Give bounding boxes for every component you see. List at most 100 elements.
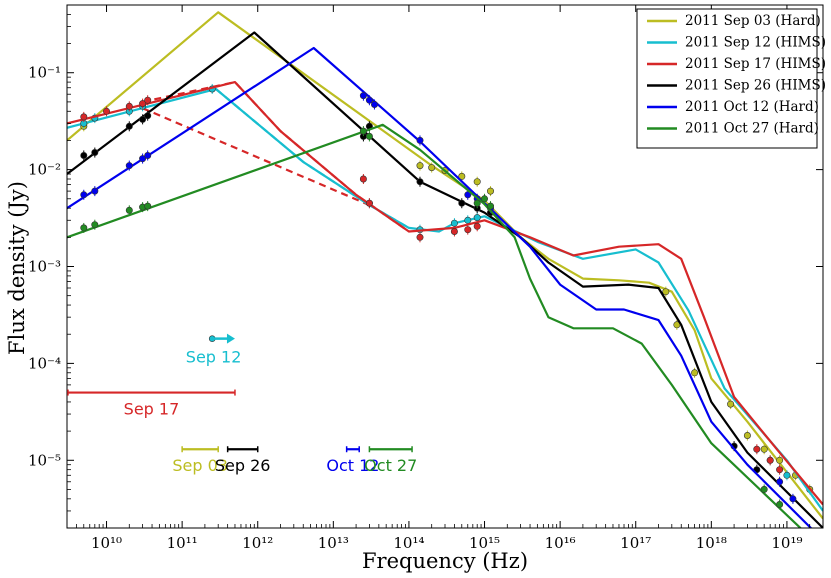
legend-label-2011-oct-12-hard: 2011 Oct 12 (Hard) bbox=[685, 99, 819, 115]
data-point-2011-oct-12-hard-9 bbox=[464, 191, 472, 199]
annotation-label-sep-12: Sep 12 bbox=[186, 348, 242, 367]
y-tick-label-3: 10⁻² bbox=[28, 161, 61, 179]
data-point-2011-oct-27-hard-11 bbox=[776, 500, 784, 508]
legend-label-2011-oct-27-hard: 2011 Oct 27 (Hard) bbox=[685, 121, 819, 137]
data-point-2011-sep-03-hard-12 bbox=[760, 445, 768, 453]
x-tick-label-7: 10¹⁷ bbox=[620, 534, 651, 552]
x-tick-label-4: 10¹⁴ bbox=[393, 534, 424, 552]
data-point-2011-sep-26-hims-0 bbox=[80, 152, 88, 160]
data-point-2011-sep-17-hims-10 bbox=[473, 222, 481, 230]
data-point-2011-sep-17-hims-1 bbox=[103, 107, 111, 115]
plot-area bbox=[67, 11, 823, 528]
data-point-2011-oct-12-hard-3 bbox=[139, 155, 147, 163]
data-point-2011-oct-12-hard-8 bbox=[416, 136, 424, 144]
data-point-2011-sep-17-hims-13 bbox=[776, 466, 784, 474]
x-tick-label-6: 10¹⁶ bbox=[545, 534, 576, 552]
legend-label-2011-sep-26-hims: 2011 Sep 26 (HIMS) bbox=[685, 78, 826, 94]
data-point-2011-sep-17-hims-6 bbox=[365, 199, 373, 207]
x-tick-label-3: 10¹³ bbox=[318, 534, 349, 552]
series-line-2011-sep-17-hims bbox=[67, 80, 823, 506]
data-point-2011-sep-03-hard-2 bbox=[428, 164, 436, 172]
data-point-2011-oct-12-hard-5 bbox=[359, 92, 367, 100]
x-tick-label-8: 10¹⁸ bbox=[696, 534, 727, 552]
legend-label-2011-sep-17-hims: 2011 Sep 17 (HIMS) bbox=[685, 56, 826, 72]
data-point-2011-sep-17-hims-9 bbox=[464, 226, 472, 234]
y-axis-label: Flux density (Jy) bbox=[5, 181, 29, 355]
data-point-2011-oct-27-hard-5 bbox=[359, 127, 367, 135]
data-point-2011-oct-12-hard-6 bbox=[365, 96, 373, 104]
series-line-2011-oct-27-hard bbox=[67, 123, 803, 528]
dashed-extrapolation-2011-sep-17-hims-2 bbox=[142, 107, 370, 207]
data-point-2011-sep-12-hims-11 bbox=[783, 471, 791, 479]
data-point-2011-sep-03-hard-5 bbox=[473, 178, 481, 186]
data-point-2011-sep-17-hims-7 bbox=[416, 233, 424, 241]
annotation-label-oct-27: Oct 27 bbox=[364, 456, 417, 475]
data-point-2011-sep-03-hard-1 bbox=[416, 162, 424, 170]
data-point-2011-sep-17-hims-4 bbox=[144, 96, 152, 104]
data-point-2011-sep-26-hims-7 bbox=[416, 178, 424, 186]
annotation-label-sep-17: Sep 17 bbox=[124, 400, 180, 419]
data-point-2011-oct-27-hard-0 bbox=[80, 224, 88, 232]
x-tick-label-5: 10¹⁵ bbox=[469, 534, 500, 552]
data-point-2011-oct-27-hard-4 bbox=[144, 202, 152, 210]
data-point-2011-oct-12-hard-12 bbox=[776, 478, 784, 486]
data-point-2011-sep-12-hims-7 bbox=[450, 219, 458, 227]
data-point-2011-sep-26-hims-8 bbox=[458, 199, 466, 207]
data-point-2011-oct-12-hard-4 bbox=[144, 152, 152, 160]
data-point-2011-sep-03-hard-7 bbox=[662, 288, 670, 296]
data-point-2011-oct-27-hard-10 bbox=[760, 485, 768, 493]
y-tick-label-4: 10⁻¹ bbox=[28, 64, 61, 82]
chart-axes: 10¹⁰ 10¹¹ 10¹² 10¹³ 10¹⁴ 10¹⁵ 10¹⁶ 10¹⁷ 10¹⁸ 10¹⁹… bbox=[28, 4, 824, 552]
data-point-2011-oct-27-hard-7 bbox=[473, 199, 481, 207]
data-point-2011-sep-17-hims-8 bbox=[450, 228, 458, 236]
data-point-2011-sep-12-hims-9 bbox=[473, 214, 481, 222]
annotation-label-sep-26: Sep 26 bbox=[215, 456, 271, 475]
data-point-2011-sep-17-hims-2 bbox=[125, 102, 133, 110]
legend-box bbox=[636, 8, 818, 149]
data-point-2011-oct-27-hard-8 bbox=[480, 195, 488, 203]
data-point-2011-sep-17-hims-0 bbox=[80, 113, 88, 121]
x-tick-label-1: 10¹¹ bbox=[167, 534, 198, 552]
data-point-2011-oct-12-hard-13 bbox=[789, 495, 797, 503]
annotation-label-oct-12: Oct 12 bbox=[326, 456, 379, 475]
data-point-2011-sep-26-hims-3 bbox=[139, 115, 147, 123]
data-point-2011-sep-03-hard-4 bbox=[458, 172, 466, 180]
data-point-2011-sep-03-hard-11 bbox=[743, 431, 751, 439]
x-tick-label-2: 10¹² bbox=[242, 534, 273, 552]
legend-label-2011-sep-03-hard: 2011 Sep 03 (Hard) bbox=[685, 13, 821, 29]
data-point-2011-sep-03-hard-6 bbox=[486, 187, 494, 195]
data-point-2011-sep-17-hims-11 bbox=[753, 445, 761, 453]
y-tick-label-2: 10⁻³ bbox=[28, 258, 61, 276]
data-point-2011-sep-03-hard-9 bbox=[691, 369, 699, 377]
data-point-2011-oct-12-hard-0 bbox=[80, 191, 88, 199]
x-tick-label-9: 10¹⁹ bbox=[771, 534, 802, 552]
data-point-2011-sep-03-hard-13 bbox=[776, 456, 784, 464]
legend: 2011 Sep 03 (Hard) 2011 Sep 12 (HIMS) 2011… bbox=[636, 8, 826, 149]
data-point-2011-oct-27-hard-2 bbox=[125, 206, 133, 214]
data-point-2011-sep-26-hims-2 bbox=[125, 122, 133, 130]
chart-marks bbox=[67, 11, 823, 528]
data-point-2011-oct-27-hard-1 bbox=[91, 221, 99, 229]
annotation-arrow-head-sep-12 bbox=[226, 333, 235, 344]
series-line-2011-sep-03-hard bbox=[67, 11, 823, 520]
x-axis-label: Frequency (Hz) bbox=[362, 549, 528, 573]
legend-label-2011-sep-12-hims: 2011 Sep 12 (HIMS) bbox=[685, 35, 826, 51]
data-point-2011-sep-17-hims-5 bbox=[359, 175, 367, 183]
data-point-2011-sep-26-hims-4 bbox=[144, 112, 152, 120]
data-point-2011-oct-27-hard-6 bbox=[365, 132, 373, 140]
data-point-2011-oct-27-hard-9 bbox=[486, 202, 494, 210]
data-point-2011-sep-17-hims-12 bbox=[766, 456, 774, 464]
data-point-2011-sep-17-hims-3 bbox=[139, 100, 147, 108]
annotation-label-sep-03: Sep 03 bbox=[172, 456, 228, 475]
data-point-2011-sep-03-hard-10 bbox=[727, 400, 735, 408]
y-tick-label-0: 10⁻⁵ bbox=[28, 451, 61, 469]
x-tick-label-0: 10¹⁰ bbox=[91, 534, 122, 552]
data-point-2011-oct-12-hard-1 bbox=[91, 187, 99, 195]
data-point-2011-sep-26-hims-1 bbox=[91, 149, 99, 157]
data-point-2011-sep-12-hims-8 bbox=[464, 216, 472, 224]
data-point-2011-oct-12-hard-2 bbox=[125, 162, 133, 170]
y-tick-label-1: 10⁻⁴ bbox=[28, 354, 61, 372]
data-point-2011-oct-12-hard-7 bbox=[370, 101, 378, 109]
